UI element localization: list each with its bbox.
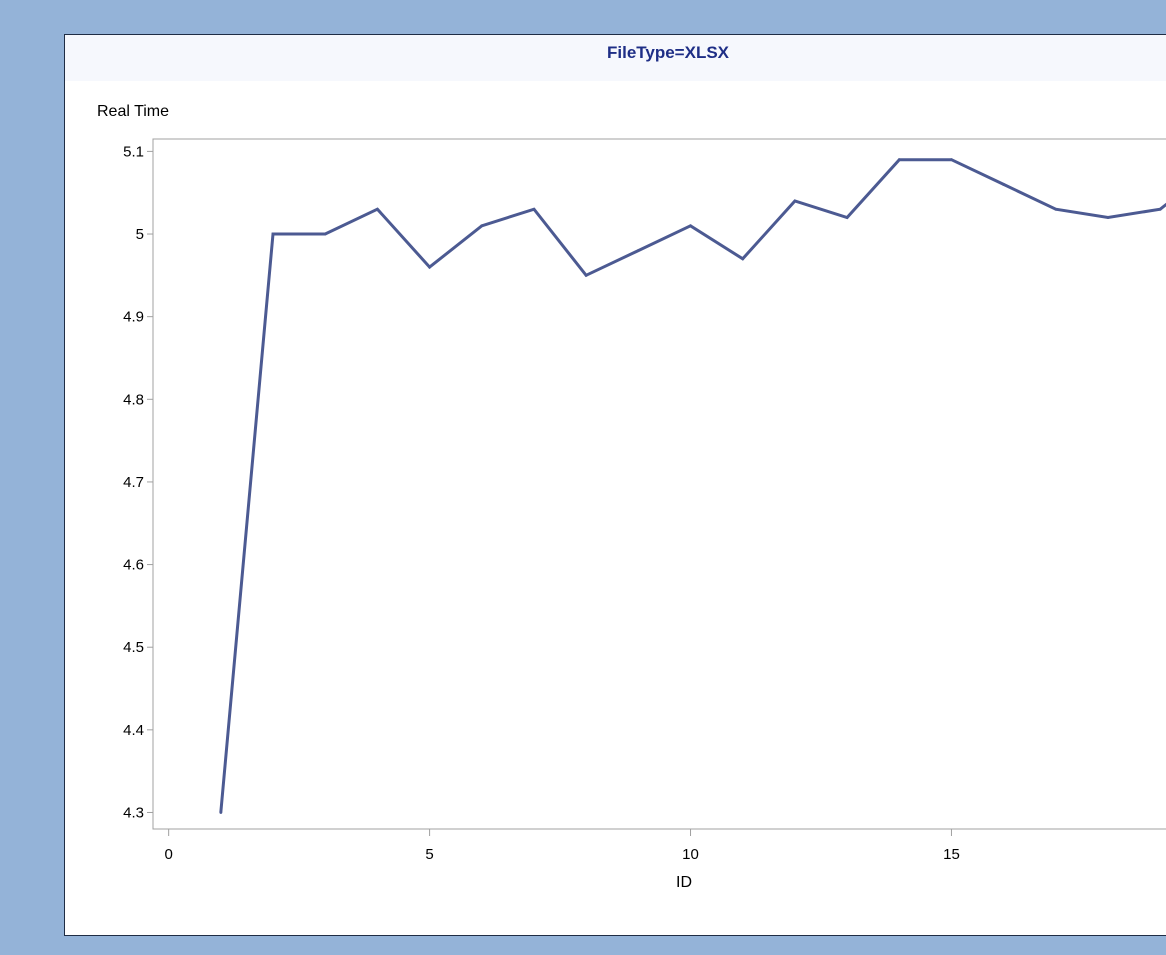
x-tick-label: 15	[943, 846, 960, 863]
data-point	[376, 207, 379, 211]
data-point	[271, 232, 275, 236]
data-point	[845, 216, 849, 219]
data-point	[1054, 207, 1058, 211]
data-point	[1002, 183, 1006, 186]
y-tick-label: 4.7	[123, 474, 144, 491]
data-point	[428, 265, 431, 269]
data-point	[636, 249, 640, 252]
x-tick-label: 5	[425, 846, 433, 863]
y-tick-label: 5	[136, 226, 144, 243]
series-line	[219, 158, 1166, 813]
y-tick-label: 4.4	[123, 722, 144, 739]
plot-frame	[152, 138, 1166, 830]
data-point	[1158, 207, 1162, 211]
chart-title: FileType=XLSX	[606, 43, 730, 62]
x-axis-label: ID	[676, 874, 692, 891]
x-tick-label: 0	[164, 846, 172, 863]
data-point	[1106, 216, 1110, 219]
data-point	[480, 224, 484, 228]
chart-svg: 4.34.44.54.64.74.84.955.105101520IDReal …	[97, 103, 1166, 891]
y-tick-label: 4.9	[123, 309, 144, 326]
data-point	[741, 257, 745, 261]
data-point	[584, 273, 588, 277]
y-tick-label: 4.5	[123, 639, 144, 656]
data-point	[323, 232, 327, 236]
y-tick-label: 4.8	[123, 391, 144, 408]
title-bar: FileType=XLSX	[65, 35, 1166, 81]
data-point	[689, 224, 692, 228]
y-axis-label: Real Time	[97, 103, 169, 120]
x-tick-label: 10	[682, 846, 699, 863]
data-point	[950, 158, 953, 162]
y-tick-label: 4.6	[123, 557, 144, 574]
y-tick-label: 5.1	[123, 143, 144, 160]
data-point	[793, 199, 797, 203]
chart-panel: FileType=XLSX 4.3 4.4 4.5 4.6 4.7 4.8 4.9 5 5.1 0…	[64, 34, 1166, 936]
data-point	[219, 811, 223, 814]
data-point	[897, 158, 901, 162]
data-point	[532, 207, 536, 211]
y-tick-label: 4.3	[123, 804, 144, 821]
